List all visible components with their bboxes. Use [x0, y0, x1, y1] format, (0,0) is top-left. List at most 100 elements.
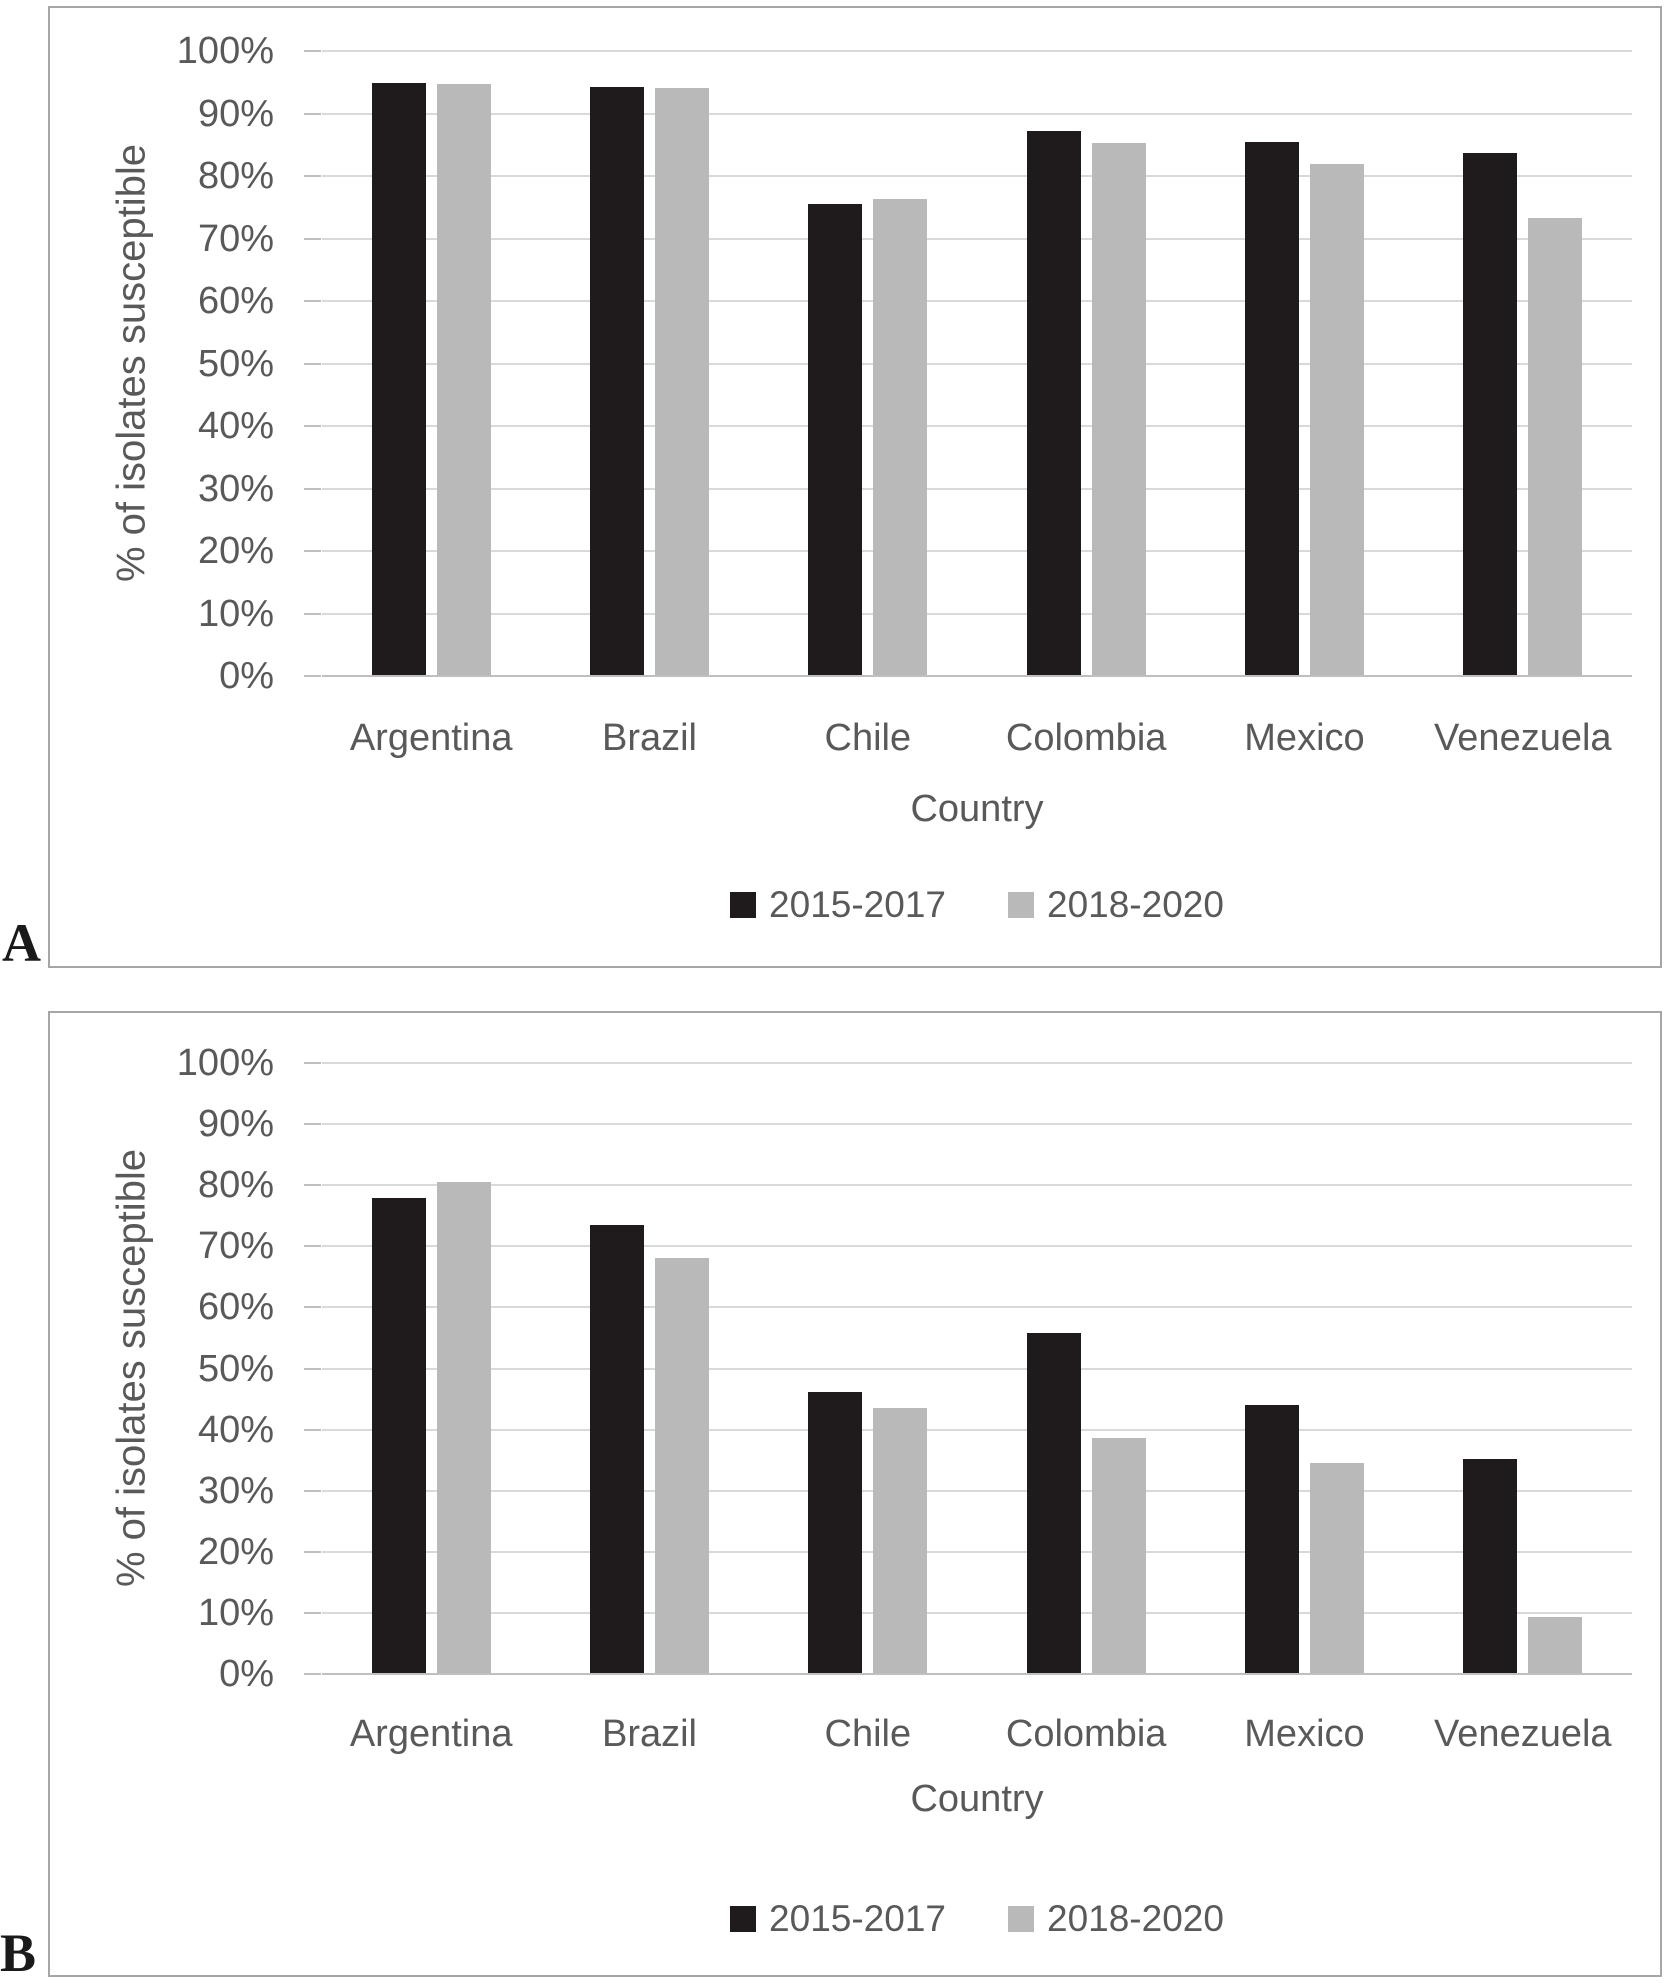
legend-label: 2015-2017: [769, 884, 946, 925]
gridline: [322, 425, 1632, 427]
bar-group-venezuela: [1414, 50, 1632, 675]
bar-group-chile: [759, 50, 977, 675]
gridline: [322, 1123, 1632, 1125]
y-tick-mark: [304, 363, 321, 365]
y-tick-label: 10%: [197, 593, 274, 635]
gridline: [322, 300, 1632, 302]
y-tick-label: 80%: [197, 1164, 274, 1206]
bar-argentina-2018-2020: [436, 1181, 491, 1673]
y-tick-mark: [304, 1551, 321, 1553]
x-category-label: Colombia: [1005, 1713, 1167, 1755]
gridline: [322, 1062, 1632, 1064]
y-tick-mark: [304, 1306, 321, 1308]
bar-colombia-2018-2020: [1091, 142, 1146, 675]
x-axis-title: Country: [910, 788, 1044, 830]
bar-colombia-2015-2017: [1026, 130, 1081, 675]
legend-a: 2015-2017 2018-2020: [322, 883, 1632, 927]
y-tick-label: 100%: [176, 1042, 274, 1084]
gridline: [322, 1368, 1632, 1370]
gridline: [322, 50, 1632, 52]
x-axis-line: [322, 1673, 1632, 1675]
gridline: [322, 1245, 1632, 1247]
plot-area-b: [322, 1062, 1632, 1675]
panel-label-a: A: [2, 913, 41, 973]
gridline: [322, 1551, 1632, 1553]
y-tick-label: 40%: [197, 1409, 274, 1451]
y-tick-mark: [304, 1184, 321, 1186]
x-axis-labels-b: Argentina Brazil Chile Colombia Mexico Venezu…: [322, 1711, 1632, 1757]
y-tick-mark: [304, 238, 321, 240]
bar-group-venezuela: [1414, 1062, 1632, 1673]
legend-item-2015-2017: 2015-2017: [730, 883, 946, 927]
y-tick-label: 70%: [197, 218, 274, 260]
x-category-label: Colombia: [1005, 717, 1167, 759]
y-tick-mark: [304, 1612, 321, 1614]
x-category-label: Mexico: [1244, 717, 1365, 759]
y-tick-label: 60%: [197, 280, 274, 322]
bar-mexico-2018-2020: [1309, 164, 1364, 675]
y-tick-mark: [304, 1123, 321, 1125]
legend-swatch-icon: [730, 892, 757, 918]
plot-area-a: [322, 50, 1632, 677]
y-tick-label: 60%: [197, 1286, 274, 1328]
bar-venezuela-2015-2017: [1463, 1458, 1518, 1673]
legend-label: 2018-2020: [1047, 1898, 1224, 1939]
bar-mexico-2018-2020: [1309, 1463, 1364, 1673]
bar-chile-2018-2020: [873, 1407, 928, 1673]
x-category-label: Venezuela: [1434, 717, 1612, 759]
y-tick-mark: [304, 300, 321, 302]
bar-argentina-2018-2020: [436, 84, 491, 675]
bar-colombia-2015-2017: [1026, 1332, 1081, 1673]
legend-item-2015-2017: 2015-2017: [730, 1897, 946, 1941]
y-tick-label: 90%: [197, 1103, 274, 1145]
gridline: [322, 1429, 1632, 1431]
bar-group-argentina: [322, 1062, 540, 1673]
x-category-label: Argentina: [349, 717, 513, 759]
x-category-label: Brazil: [601, 1713, 697, 1755]
y-tick-label: 0%: [219, 1653, 274, 1695]
bar-group-mexico: [1195, 1062, 1413, 1673]
bar-colombia-2018-2020: [1091, 1437, 1146, 1673]
legend-label: 2015-2017: [769, 1898, 946, 1939]
y-tick-mark: [304, 613, 321, 615]
gridline: [322, 363, 1632, 365]
y-tick-mark: [304, 675, 321, 677]
y-tick-label: 20%: [197, 1531, 274, 1573]
bar-venezuela-2015-2017: [1463, 153, 1518, 675]
bar-venezuela-2018-2020: [1528, 1616, 1583, 1673]
chart-panel-a: % of isolates susceptible 100% 90% 80% 70% 6…: [48, 6, 1662, 968]
legend-swatch-icon: [1008, 1906, 1034, 1932]
y-tick-label: 90%: [197, 93, 274, 135]
y-tick-label: 10%: [197, 1592, 274, 1634]
bar-brazil-2018-2020: [654, 1258, 709, 1673]
y-tick-label: 50%: [197, 343, 274, 385]
bar-group-brazil: [540, 1062, 758, 1673]
y-tick-mark: [304, 1490, 321, 1492]
x-category-label: Chile: [824, 717, 912, 759]
x-category-label: Brazil: [601, 717, 697, 759]
y-tick-label: 70%: [197, 1225, 274, 1267]
gridline: [322, 1612, 1632, 1614]
x-category-label: Chile: [824, 1713, 912, 1755]
x-category-label: Argentina: [349, 1713, 513, 1755]
gridline: [322, 550, 1632, 552]
x-axis-labels-a: Argentina Brazil Chile Colombia Mexico Venezu…: [322, 715, 1632, 761]
legend-label: 2018-2020: [1047, 884, 1224, 925]
y-tick-label: 50%: [197, 1348, 274, 1390]
bar-group-mexico: [1195, 50, 1413, 675]
bar-group-colombia: [977, 50, 1195, 675]
bar-argentina-2015-2017: [371, 1198, 426, 1673]
bar-chile-2018-2020: [873, 198, 928, 675]
legend-swatch-icon: [730, 1906, 757, 1932]
bar-group-brazil: [540, 50, 758, 675]
y-tick-mark: [304, 175, 321, 177]
y-tick-label: 20%: [197, 530, 274, 572]
legend-swatch-icon: [1008, 892, 1034, 918]
y-tick-label: 100%: [176, 30, 274, 72]
bar-chile-2015-2017: [808, 204, 863, 675]
x-axis-title: Country: [910, 1778, 1044, 1820]
gridline: [322, 1184, 1632, 1186]
bar-mexico-2015-2017: [1244, 1405, 1299, 1673]
gridline: [322, 1490, 1632, 1492]
